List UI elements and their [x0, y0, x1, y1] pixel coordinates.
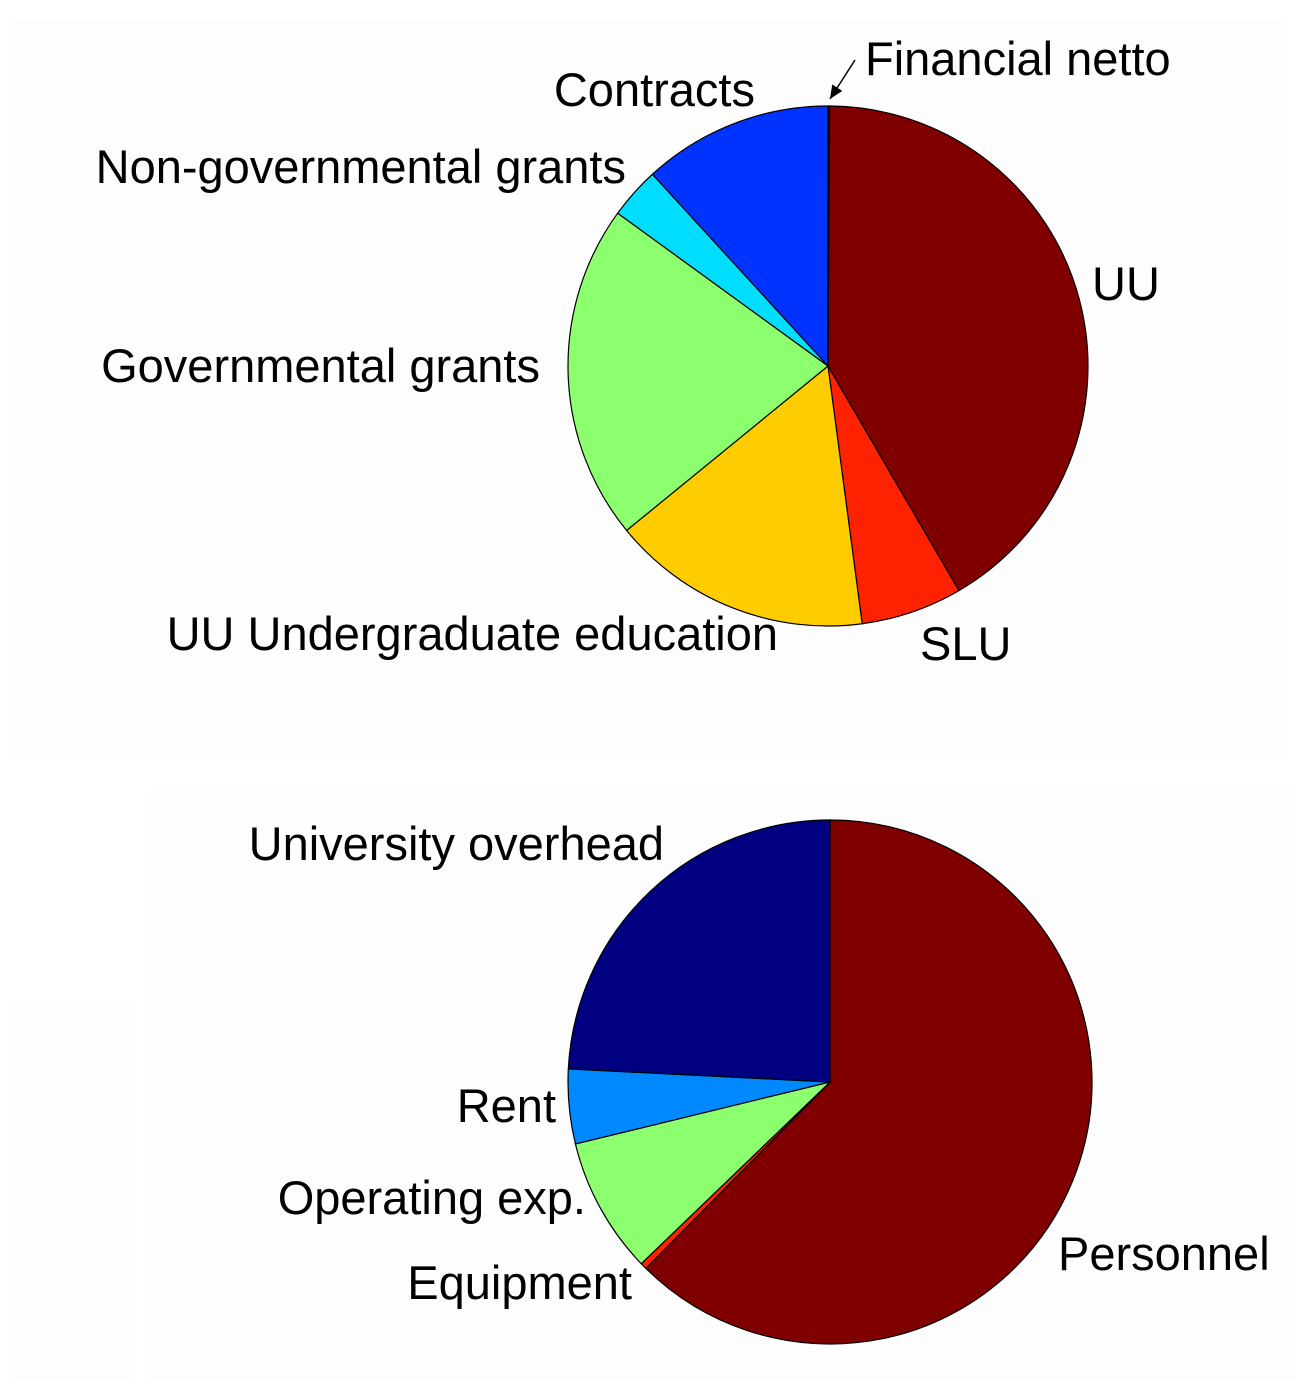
- bottom-chart-panel-left: [12, 1000, 130, 1380]
- financial-netto-arrow: [829, 59, 856, 100]
- slice-personnel: [645, 819, 1093, 1345]
- expenses-pie: Personnel Equipment Operating exp. Rent Univ…: [249, 817, 1270, 1345]
- label-financial-netto: Financial netto: [865, 32, 1171, 85]
- label-uu-undergraduate-education: UU Undergraduate education: [167, 607, 778, 660]
- label-university-overhead: University overhead: [249, 817, 664, 870]
- label-slu: SLU: [920, 617, 1011, 670]
- label-governmental-grants: Governmental grants: [101, 339, 540, 392]
- label-uu: UU: [1092, 257, 1160, 310]
- label-operating-exp: Operating exp.: [278, 1171, 586, 1224]
- slice-operating-exp: [574, 1080, 833, 1265]
- funding-pie: Financial netto UU SLU UU Undergraduate edu…: [96, 32, 1171, 670]
- slice-university-overhead: [567, 819, 831, 1083]
- slice-governmental-grants: [567, 212, 829, 532]
- slice-contracts: [651, 105, 829, 368]
- label-non-governmental-grants: Non-governmental grants: [96, 140, 626, 193]
- label-contracts: Contracts: [554, 63, 755, 116]
- slice-uu-undergraduate-education: [625, 364, 863, 627]
- slice-uu: [827, 105, 1089, 592]
- label-rent: Rent: [457, 1079, 556, 1132]
- label-personnel: Personnel: [1058, 1227, 1270, 1280]
- label-equipment: Equipment: [407, 1256, 632, 1309]
